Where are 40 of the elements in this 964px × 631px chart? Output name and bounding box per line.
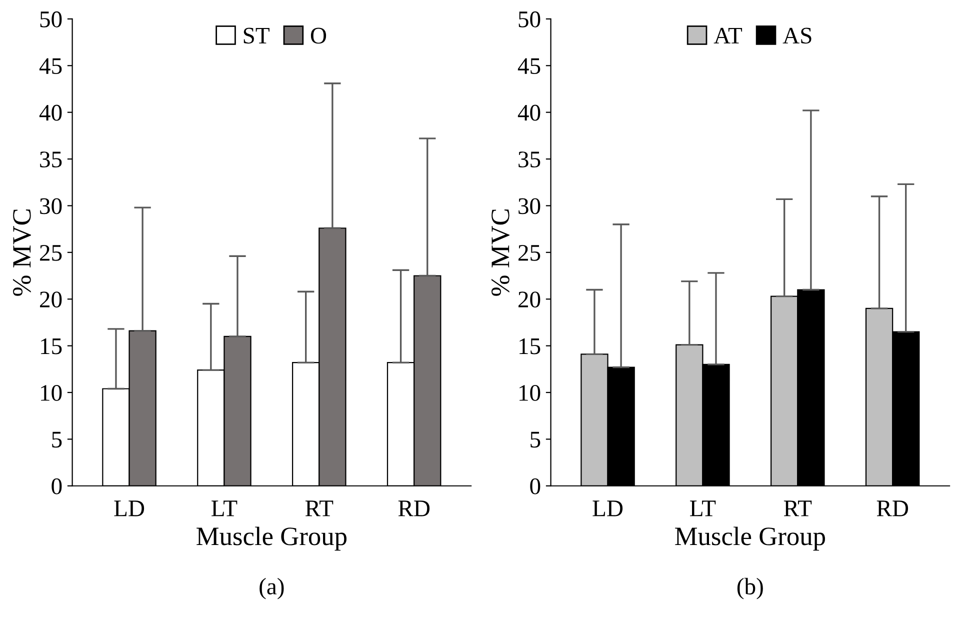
- y-tick-label: 0: [530, 478, 540, 494]
- y-tick-label: 50: [40, 11, 62, 28]
- x-tick-label: RD: [876, 500, 908, 516]
- y-tick-label: 20: [518, 292, 540, 308]
- legend-label: AT: [714, 28, 742, 44]
- legend-label: ST: [244, 28, 270, 44]
- y-tick-label: 50: [518, 11, 540, 28]
- y-tick-label: 45: [518, 58, 540, 74]
- legend-label: O: [310, 28, 326, 44]
- x-axis-title: Muscle Group: [196, 526, 346, 551]
- legend-label: AS: [782, 28, 812, 44]
- y-axis-title: % MVC: [13, 210, 31, 296]
- y-tick-label: 35: [518, 152, 540, 168]
- y-tick-label: 30: [40, 198, 62, 214]
- y-tick-label: 20: [40, 292, 62, 308]
- x-tick-label: LT: [690, 500, 716, 516]
- y-tick-label: 45: [39, 58, 62, 74]
- y-tick-label: 30: [518, 198, 540, 214]
- x-tick-label: LT: [212, 500, 238, 516]
- y-axis-title: % MVC: [492, 210, 510, 296]
- x-tick-label: RT: [784, 500, 812, 516]
- y-tick-label: 40: [518, 104, 540, 121]
- y-tick-label: 15: [41, 338, 62, 354]
- y-tick-label: 5: [52, 432, 62, 448]
- y-tick-label: 10: [41, 384, 62, 401]
- text: (a): [260, 578, 284, 600]
- y-tick-label: 10: [520, 384, 540, 401]
- y-tick-label: 25: [40, 244, 62, 261]
- x-tick-label: RT: [305, 500, 334, 516]
- y-tick-label: 35: [40, 152, 62, 168]
- y-tick-label: 0: [52, 478, 62, 494]
- y-tick-label: 15: [520, 338, 540, 354]
- x-tick-label: RD: [398, 500, 430, 516]
- x-tick-label: LD: [114, 500, 144, 516]
- text: (b): [737, 578, 763, 600]
- x-axis-title: Muscle Group: [675, 526, 825, 551]
- x-tick-label: LD: [592, 500, 623, 516]
- y-tick-label: 40: [39, 104, 62, 121]
- y-tick-label: 5: [530, 432, 540, 448]
- y-tick-label: 25: [518, 244, 540, 261]
